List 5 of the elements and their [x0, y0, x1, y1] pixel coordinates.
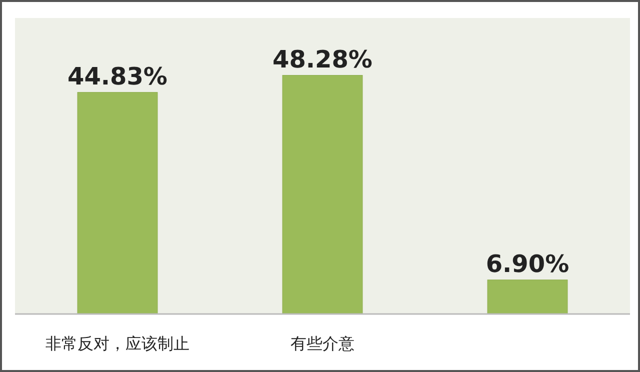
data-label: 6.90% [486, 250, 570, 278]
x-tick-label: 有些介意 [290, 334, 354, 353]
data-label: 44.83% [68, 62, 168, 90]
data-label: 48.28% [272, 45, 372, 74]
x-tick-label: 非常反对，应该制止 [46, 334, 190, 353]
